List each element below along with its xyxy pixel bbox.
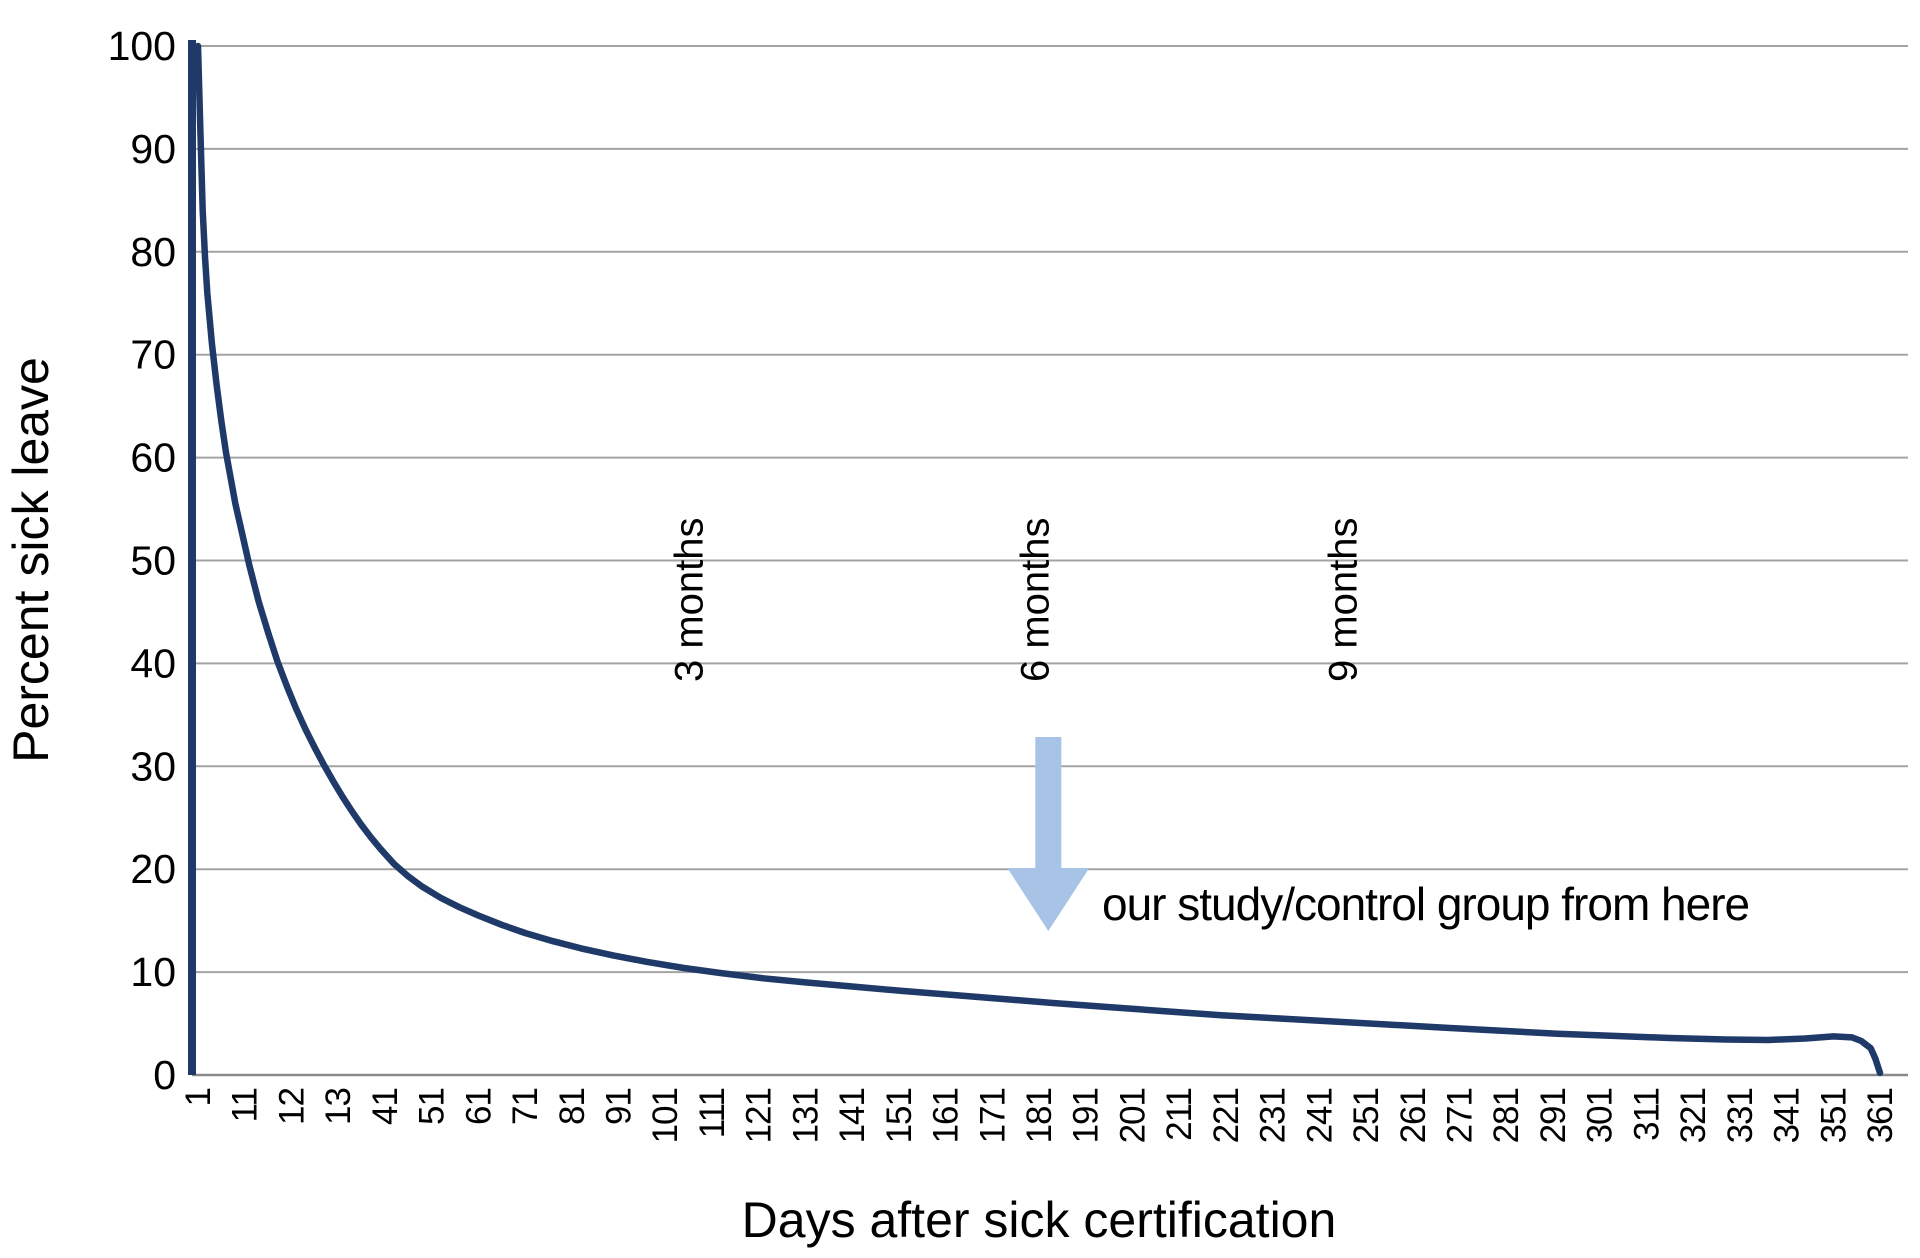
- study-group-annotation: our study/control group from here: [1102, 878, 1749, 930]
- x-tick-label: 1: [179, 1088, 218, 1106]
- x-tick-label: 291: [1534, 1088, 1573, 1143]
- x-tick-label: 151: [880, 1088, 919, 1143]
- x-tick-label: 321: [1674, 1088, 1713, 1143]
- x-tick-label: 351: [1814, 1088, 1853, 1143]
- month-marker-label: 6 months: [1013, 517, 1057, 682]
- x-tick-label: 41: [366, 1088, 405, 1125]
- x-tick-label: 261: [1394, 1088, 1433, 1143]
- x-tick-label: 51: [413, 1088, 452, 1125]
- x-tick-label: 13: [319, 1088, 358, 1125]
- x-axis-title: Days after sick certification: [742, 1192, 1337, 1248]
- x-tick-label: 191: [1067, 1088, 1106, 1143]
- y-tick-label: 30: [130, 743, 176, 789]
- x-tick-label: 181: [1020, 1088, 1059, 1143]
- x-tick-label: 171: [973, 1088, 1012, 1143]
- y-tick-label: 10: [130, 949, 176, 995]
- x-tick-label: 221: [1207, 1088, 1246, 1143]
- x-tick-label: 201: [1113, 1088, 1152, 1143]
- y-tick-label: 20: [130, 846, 176, 892]
- x-tick-label: 271: [1441, 1088, 1480, 1143]
- y-axis-title: Percent sick leave: [3, 357, 59, 763]
- x-tick-label: 141: [833, 1088, 872, 1143]
- x-tick-label: 161: [927, 1088, 966, 1143]
- x-tick-label: 361: [1861, 1088, 1900, 1143]
- gridlines: [188, 40, 1908, 1077]
- down-arrow-icon: [1007, 737, 1090, 931]
- y-tick-label: 70: [130, 332, 176, 378]
- x-tick-label: 111: [693, 1088, 732, 1138]
- y-tick-label: 90: [130, 126, 176, 172]
- x-tick-label: 101: [646, 1088, 685, 1143]
- month-marker-label: 9 months: [1322, 517, 1366, 682]
- x-tick-label: 91: [600, 1088, 639, 1125]
- x-tick-label: 11: [226, 1088, 265, 1122]
- y-tick-label: 100: [108, 23, 176, 69]
- x-tick-label: 341: [1768, 1088, 1807, 1143]
- x-tick-label: 81: [553, 1088, 592, 1125]
- x-tick-label: 71: [506, 1088, 545, 1125]
- x-tick-label: 61: [459, 1088, 498, 1125]
- annotations: 3 months 6 months 9 months: [668, 517, 1366, 931]
- x-tick-label: 131: [786, 1088, 825, 1143]
- x-tick-label: 331: [1721, 1088, 1760, 1143]
- x-tick-label: 121: [740, 1088, 779, 1143]
- y-tick-label: 60: [130, 435, 176, 481]
- y-tick-label: 80: [130, 229, 176, 275]
- y-tick-label: 40: [130, 640, 176, 686]
- x-tick-label: 301: [1581, 1088, 1620, 1143]
- x-tick-label: 251: [1347, 1088, 1386, 1143]
- x-tick-label: 231: [1254, 1088, 1293, 1143]
- y-tick-label: 50: [130, 538, 176, 584]
- month-marker-label: 3 months: [668, 517, 712, 682]
- x-tick-label: 311: [1627, 1088, 1666, 1141]
- x-tick-label: 281: [1487, 1088, 1526, 1143]
- sick-leave-curve: [194, 42, 1884, 1077]
- data-series: [194, 42, 1884, 1077]
- x-tick-label: 211: [1160, 1088, 1199, 1141]
- x-tick-label: 241: [1300, 1088, 1339, 1143]
- x-tick-label: 12: [272, 1088, 311, 1125]
- y-tick-label: 0: [153, 1052, 176, 1098]
